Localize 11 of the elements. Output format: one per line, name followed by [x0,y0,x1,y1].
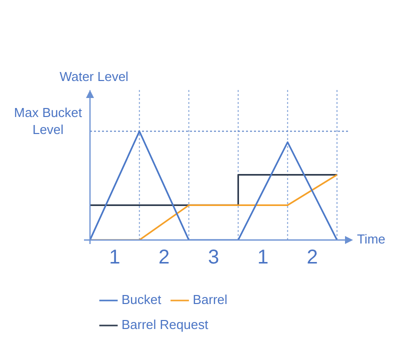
ref-line-label: Max Bucket Level [14,104,82,137]
legend-label: Bucket [122,292,162,308]
y-axis-title: Water Level [60,69,129,84]
x-axis-title: Time [357,232,386,247]
text: 3 [208,246,220,269]
legend-label: Barrel [192,292,228,308]
legend-label: Barrel Request [122,317,209,332]
text: 2 [306,246,318,269]
text: 2 [158,246,170,269]
text: 1 [257,246,268,269]
text: 1 [109,246,120,269]
